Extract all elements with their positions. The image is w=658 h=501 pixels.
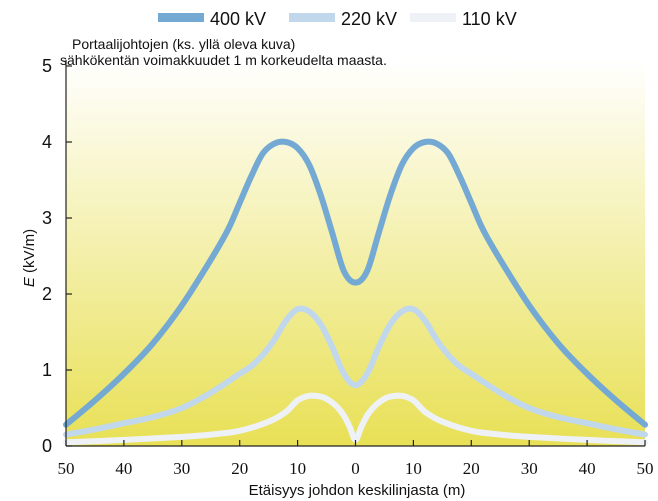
series-layer [63, 138, 648, 446]
legend: 400 kV 220 kV 110 kV [158, 9, 517, 29]
x-tick-label: 40 [115, 459, 132, 478]
x-tick-label: 40 [579, 459, 596, 478]
y-tick-label: 3 [42, 208, 52, 228]
y-tick-label: 2 [42, 284, 52, 304]
x-tick-label: 50 [637, 459, 654, 478]
legend-label-0: 400 kV [210, 9, 266, 29]
series-line-1 [63, 305, 648, 438]
legend-swatch-0 [158, 13, 204, 22]
y-axis-label-unit: (kV/m) [21, 229, 38, 277]
x-axis-label: Etäisyys johdon keskilinjasta (m) [249, 482, 466, 499]
chart-annotation-line-2: sähkökentän voimakkuudet 1 m korkeudelta… [60, 52, 387, 68]
plot-background [66, 60, 645, 446]
y-tick-label: 1 [42, 360, 52, 380]
x-tick-label: 0 [351, 459, 360, 478]
y-tick-label: 0 [42, 436, 52, 456]
legend-label-2: 110 kV [462, 9, 517, 29]
y-tick-label: 5 [42, 56, 52, 76]
x-tick-label: 30 [173, 459, 190, 478]
legend-swatch-1 [289, 13, 335, 22]
axes-layer: 0 1 2 3 4 5 50 40 30 20 10 0 10 20 30 40 50 [42, 56, 654, 478]
x-tick-label: 20 [463, 459, 480, 478]
legend-label-1: 220 kV [341, 9, 397, 29]
series-line-2 [63, 392, 648, 446]
x-tick-label: 10 [289, 459, 306, 478]
y-axis-label: E (kV/m) [21, 229, 38, 287]
x-tick-label: 10 [405, 459, 422, 478]
x-tick-label: 30 [521, 459, 538, 478]
x-tick-label: 20 [231, 459, 248, 478]
legend-swatch-2 [410, 13, 456, 22]
series-line-0 [63, 138, 648, 428]
chart-annotation-line-1: Portaalijohtojen (ks. yllä oleva kuva) [72, 36, 295, 52]
x-tick-label: 50 [58, 459, 75, 478]
y-axis-label-symbol: E [21, 276, 38, 287]
y-tick-label: 4 [42, 132, 52, 152]
